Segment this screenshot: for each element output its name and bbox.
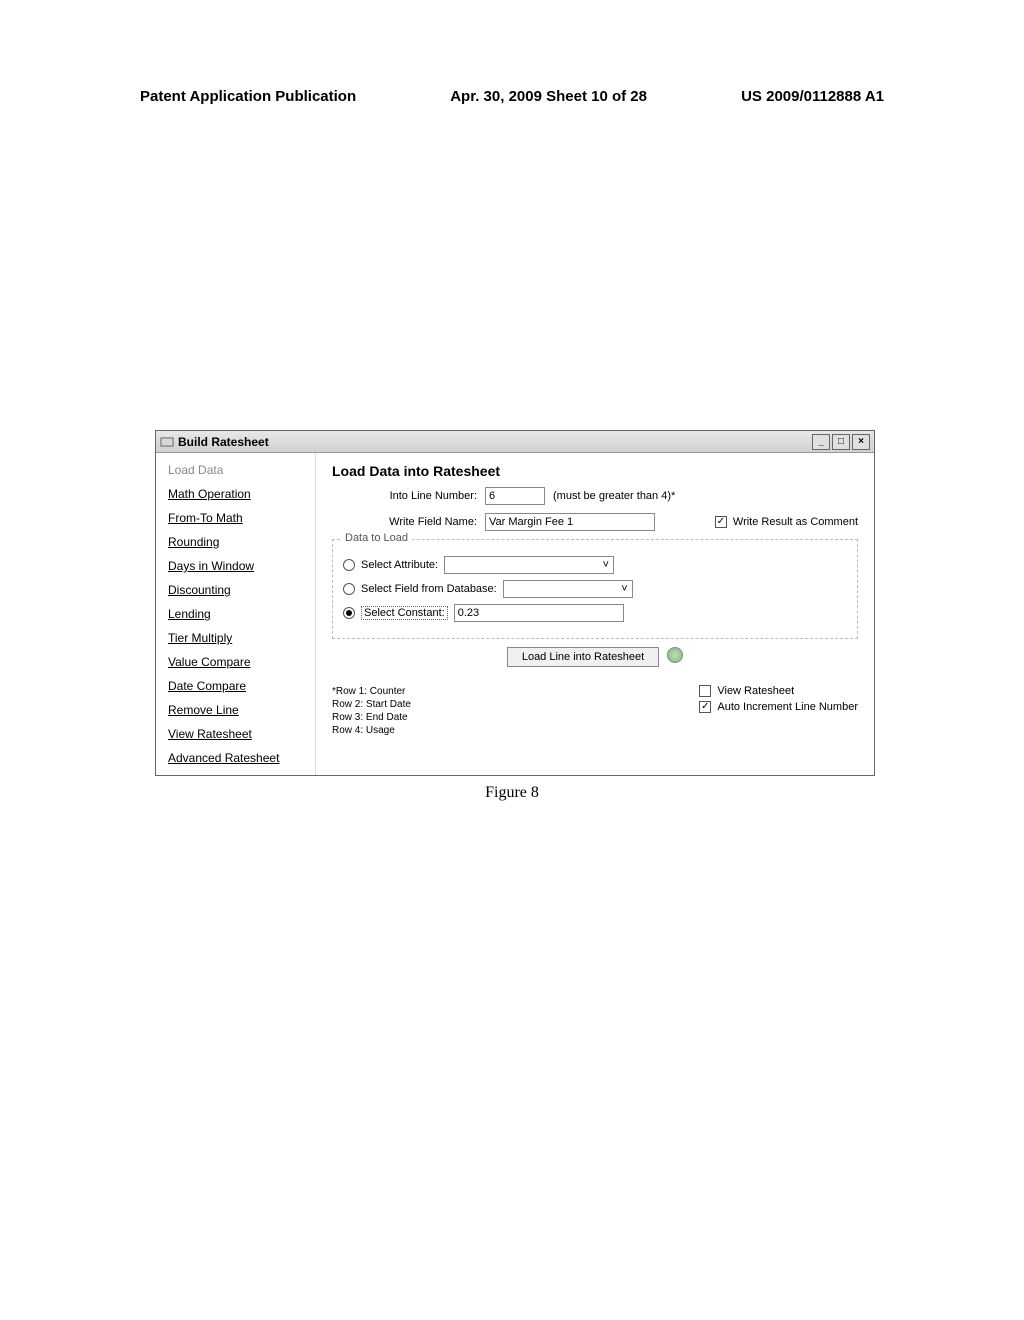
chevron-down-icon: ˅ [603,559,609,571]
minimize-button[interactable]: _ [812,434,830,450]
sidebar: Load Data Math Operation From-To Math Ro… [156,453,316,775]
close-button[interactable]: × [852,434,870,450]
maximize-button[interactable]: □ [832,434,850,450]
field-name-input[interactable] [485,513,655,531]
data-to-load-legend: Data to Load [341,532,412,544]
main-panel: Load Data into Ratesheet Into Line Numbe… [316,453,874,775]
write-result-label: Write Result as Comment [733,516,858,528]
main-footer: *Row 1: Counter Row 2: Start Date Row 3:… [332,685,858,737]
app-icon [160,435,174,449]
radio-select-constant[interactable] [343,607,355,619]
line-number-input[interactable] [485,487,545,505]
sidebar-item-remove-line[interactable]: Remove Line [168,703,303,717]
radio-field-db-label: Select Field from Database: [361,583,497,595]
header-right: US 2009/0112888 A1 [741,88,884,105]
footer-row1: *Row 1: Counter [332,685,411,698]
line-number-label: Into Line Number: [332,490,477,502]
sidebar-item-load-data[interactable]: Load Data [168,463,303,477]
view-ratesheet-checkbox[interactable] [699,685,711,697]
sidebar-item-value-compare[interactable]: Value Compare [168,655,303,669]
data-to-load-fieldset: Data to Load Select Attribute: ˅ Select … [332,539,858,639]
sidebar-item-date-compare[interactable]: Date Compare [168,679,303,693]
sidebar-item-advanced-ratesheet[interactable]: Advanced Ratesheet [168,751,303,765]
line-number-note: (must be greater than 4)* [553,490,675,502]
titlebar[interactable]: Build Ratesheet _ □ × [156,431,874,453]
sidebar-item-rounding[interactable]: Rounding [168,535,303,549]
sidebar-item-days-in-window[interactable]: Days in Window [168,559,303,573]
header-center: Apr. 30, 2009 Sheet 10 of 28 [450,88,647,105]
view-ratesheet-label: View Ratesheet [717,685,794,697]
sidebar-item-view-ratesheet[interactable]: View Ratesheet [168,727,303,741]
radio-select-field-db[interactable] [343,583,355,595]
load-line-button[interactable]: Load Line into Ratesheet [507,647,659,667]
footer-row2: Row 2: Start Date [332,698,411,711]
field-db-select[interactable]: ˅ [503,580,633,598]
app-window: Build Ratesheet _ □ × Load Data Math Ope… [155,430,875,776]
auto-increment-checkbox[interactable]: ✓ [699,701,711,713]
header-left: Patent Application Publication [140,88,356,105]
field-name-label: Write Field Name: [332,516,477,528]
attribute-select[interactable]: ˅ [444,556,614,574]
auto-increment-label: Auto Increment Line Number [717,701,858,713]
go-icon[interactable] [667,647,683,663]
radio-constant-label: Select Constant: [361,606,448,620]
radio-attribute-label: Select Attribute: [361,559,438,571]
radio-select-attribute[interactable] [343,559,355,571]
write-result-checkbox[interactable]: ✓ [715,516,727,528]
footer-row3: Row 3: End Date [332,711,411,724]
sidebar-item-math-operation[interactable]: Math Operation [168,487,303,501]
sidebar-item-lending[interactable]: Lending [168,607,303,621]
figure-label: Figure 8 [0,784,1024,802]
window-title: Build Ratesheet [178,435,269,449]
sidebar-item-discounting[interactable]: Discounting [168,583,303,597]
constant-input[interactable] [454,604,624,622]
page-header: Patent Application Publication Apr. 30, … [140,88,884,105]
main-title: Load Data into Ratesheet [332,463,858,479]
sidebar-item-tier-multiply[interactable]: Tier Multiply [168,631,303,645]
chevron-down-icon: ˅ [621,583,627,595]
footer-row4: Row 4: Usage [332,724,411,737]
sidebar-item-from-to-math[interactable]: From-To Math [168,511,303,525]
